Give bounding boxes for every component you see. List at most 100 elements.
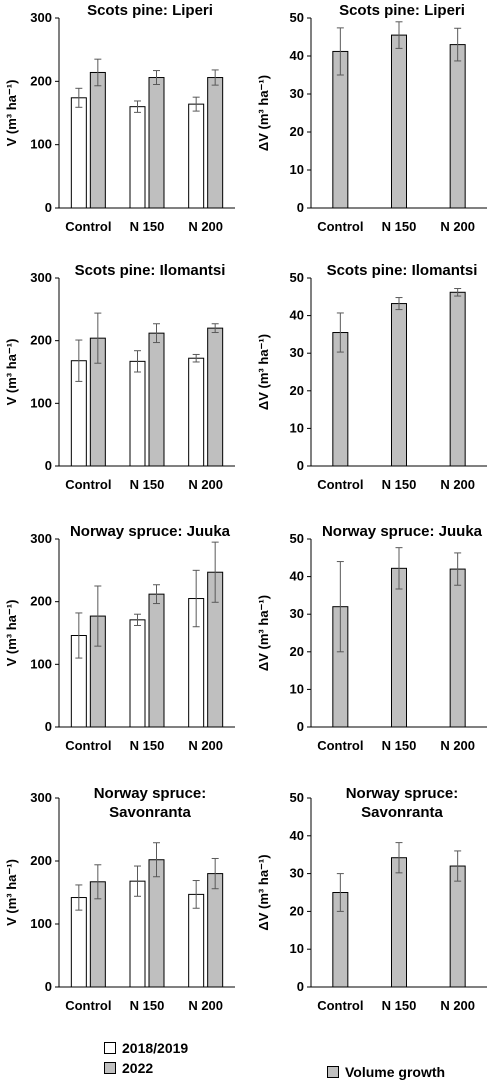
y-tick-label: 100 (30, 916, 52, 931)
y-tick-label: 200 (30, 73, 52, 88)
y-tick-label: 10 (290, 162, 304, 177)
y-tick-label: 30 (290, 345, 304, 360)
bar (449, 44, 466, 209)
bar (391, 567, 407, 728)
y-tick-label: 50 (290, 531, 304, 546)
legend-swatch-2022 (104, 1062, 116, 1074)
bar (129, 106, 146, 209)
chart-panel-1: 0 100 200 300 V (m³ ha⁻¹) Scots pine: Liperi C… (4, 2, 235, 234)
y-tick-label: 100 (30, 656, 52, 671)
x-tick-label: N 150 (130, 998, 165, 1013)
y-tick-label: 20 (290, 124, 304, 139)
bar (148, 593, 165, 728)
chart-panel-4: 0 10 20 30 40 50 ΔV (m³ ha⁻¹) Scots pine: Iloma… (256, 262, 487, 492)
chart-panel-2: 0 10 20 30 40 50 ΔV (m³ ha⁻¹) Scots pine: Liper… (256, 2, 487, 234)
chart-title: Scots pine: Ilomantsi (75, 262, 226, 279)
y-tick-label: 50 (290, 10, 304, 25)
y-axis-label: ΔV (m³ ha⁻¹) (256, 595, 271, 671)
y-tick-label: 0 (297, 458, 304, 473)
legend-label-2022: 2022 (122, 1060, 154, 1076)
bar (148, 77, 165, 209)
legend-item-2022: 2022 (104, 1060, 153, 1076)
chart-panel-3: 0 100 200 300 V (m³ ha⁻¹) Scots pine: Ilomant… (4, 262, 235, 492)
bar (89, 71, 106, 209)
y-tick-label: 40 (290, 569, 304, 584)
x-tick-label: Control (317, 738, 363, 753)
y-axis-label: V (m³ ha⁻¹) (4, 859, 19, 926)
y-tick-label: 20 (290, 383, 304, 398)
legend-item-2018-2019: 2018/2019 (104, 1040, 188, 1056)
y-tick-label: 20 (290, 903, 304, 918)
y-tick-label: 300 (30, 790, 52, 805)
legend-label-2018-2019: 2018/2019 (122, 1040, 189, 1056)
x-tick-label: N 200 (440, 998, 475, 1013)
chart-title: Savonranta (109, 804, 191, 821)
x-tick-label: Control (317, 477, 363, 492)
x-tick-label: Control (65, 219, 111, 234)
y-tick-label: 0 (45, 719, 52, 734)
x-tick-label: N 200 (440, 477, 475, 492)
bar (129, 360, 146, 467)
x-tick-label: Control (65, 738, 111, 753)
legend-swatch-volume-growth (327, 1066, 339, 1078)
y-tick-label: 100 (30, 395, 52, 410)
bar (148, 332, 165, 467)
chart-panel-8: 0 10 20 30 40 50 ΔV (m³ ha⁻¹) Norway spruce: Sav… (256, 785, 487, 1013)
chart-title: Norway spruce: Juuka (322, 523, 483, 540)
chart-title: Norway spruce: Juuka (70, 523, 231, 540)
x-tick-label: N 150 (130, 477, 165, 492)
y-tick-label: 0 (45, 979, 52, 994)
bar (207, 873, 224, 988)
y-tick-label: 200 (30, 594, 52, 609)
legend-label-volume-growth: Volume growth (345, 1064, 446, 1080)
bar (391, 303, 407, 467)
y-tick-label: 200 (30, 333, 52, 348)
bar (207, 327, 224, 467)
y-tick-label: 0 (297, 719, 304, 734)
y-tick-label: 10 (290, 681, 304, 696)
y-tick-label: 30 (290, 866, 304, 881)
y-tick-label: 40 (290, 48, 304, 63)
y-tick-label: 50 (290, 790, 304, 805)
bar (207, 77, 224, 209)
y-tick-label: 300 (30, 531, 52, 546)
y-axis-label: ΔV (m³ ha⁻¹) (256, 334, 271, 410)
y-tick-label: 10 (290, 941, 304, 956)
chart-title: Scots pine: Liperi (87, 2, 213, 19)
x-tick-label: N 200 (188, 477, 223, 492)
x-tick-label: N 150 (130, 738, 165, 753)
chart-panel-7: 0 100 200 300 V (m³ ha⁻¹) Norway spruce: Savon… (4, 785, 235, 1013)
y-tick-label: 100 (30, 137, 52, 152)
y-axis-label: V (m³ ha⁻¹) (4, 600, 19, 667)
legend-item-volume-growth: Volume growth (327, 1064, 445, 1080)
x-tick-label: Control (317, 219, 363, 234)
x-tick-label: N 200 (440, 738, 475, 753)
y-tick-label: 30 (290, 86, 304, 101)
bar (70, 97, 87, 209)
y-axis-label: V (m³ ha⁻¹) (4, 339, 19, 406)
y-tick-label: 300 (30, 10, 52, 25)
bar (391, 857, 407, 988)
bar (129, 880, 146, 988)
x-tick-label: N 200 (188, 998, 223, 1013)
x-tick-label: N 200 (188, 738, 223, 753)
bar (129, 619, 146, 728)
y-tick-label: 50 (290, 270, 304, 285)
y-tick-label: 10 (290, 420, 304, 435)
y-tick-label: 30 (290, 606, 304, 621)
y-tick-label: 200 (30, 853, 52, 868)
y-tick-label: 0 (297, 200, 304, 215)
bar (449, 568, 466, 728)
chart-title: Norway spruce: (94, 785, 207, 802)
chart-panel-6: 0 10 20 30 40 50 ΔV (m³ ha⁻¹) Norway spruce: Ju… (256, 523, 487, 753)
y-tick-label: 0 (297, 979, 304, 994)
x-tick-label: Control (65, 998, 111, 1013)
legend-swatch-2018-2019 (104, 1042, 116, 1054)
chart-panel-5: 0 100 200 300 V (m³ ha⁻¹) Norway spruce: Juuk… (4, 523, 235, 753)
bar (188, 103, 205, 209)
x-tick-label: N 150 (382, 998, 417, 1013)
bar (391, 34, 407, 209)
x-tick-label: N 150 (382, 477, 417, 492)
y-tick-label: 40 (290, 308, 304, 323)
y-tick-label: 300 (30, 270, 52, 285)
